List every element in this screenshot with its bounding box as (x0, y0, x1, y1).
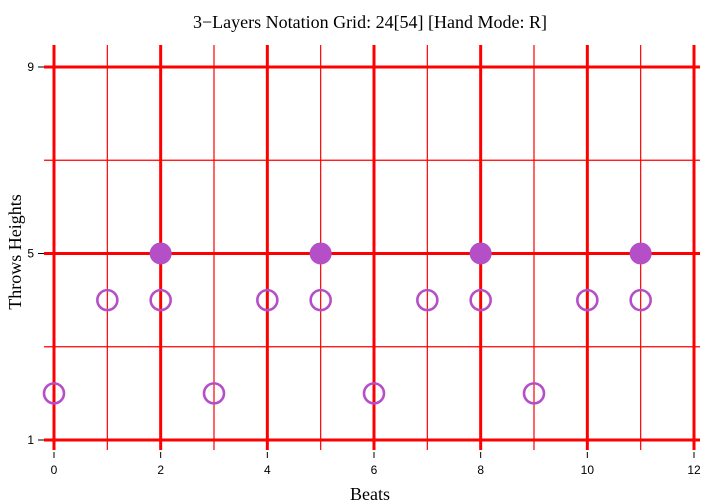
open-throw-point (362, 382, 386, 405)
x-tick-label: 10 (581, 463, 595, 477)
open-throw-point (469, 288, 492, 312)
y-tick-label: 9 (27, 60, 34, 74)
open-throw-point (42, 382, 66, 405)
filled-throw-point (309, 242, 332, 265)
x-tick-label: 8 (477, 463, 484, 477)
open-throw-point (629, 288, 652, 312)
data-points (42, 242, 652, 405)
x-tick-label: 0 (51, 463, 58, 477)
grid-lines (44, 45, 700, 450)
x-tick-label: 2 (157, 463, 164, 477)
y-axis-label: Throws Heights (5, 194, 25, 310)
x-tick-label: 6 (371, 463, 378, 477)
open-throw-point (309, 288, 332, 312)
filled-throw-point (149, 242, 172, 265)
axis-ticks: 0 2 4 6 8 10 12 1 5 9 (27, 60, 701, 477)
x-axis-label: Beats (350, 484, 390, 504)
filled-throw-point (629, 242, 652, 265)
x-tick-label: 12 (687, 463, 701, 477)
open-throw-point (522, 382, 546, 405)
x-tick-label: 4 (264, 463, 271, 477)
y-tick-label: 5 (27, 247, 34, 261)
open-throw-point (202, 382, 226, 405)
open-throw-point (576, 288, 599, 312)
open-throw-point (256, 288, 279, 312)
y-tick-label: 1 (27, 433, 34, 447)
open-throw-point (96, 288, 119, 312)
open-throw-point (149, 288, 172, 312)
filled-throw-point (469, 242, 492, 265)
chart-title: 3−Layers Notation Grid: 24[54] [Hand Mod… (193, 12, 547, 32)
open-throw-point (416, 288, 439, 312)
